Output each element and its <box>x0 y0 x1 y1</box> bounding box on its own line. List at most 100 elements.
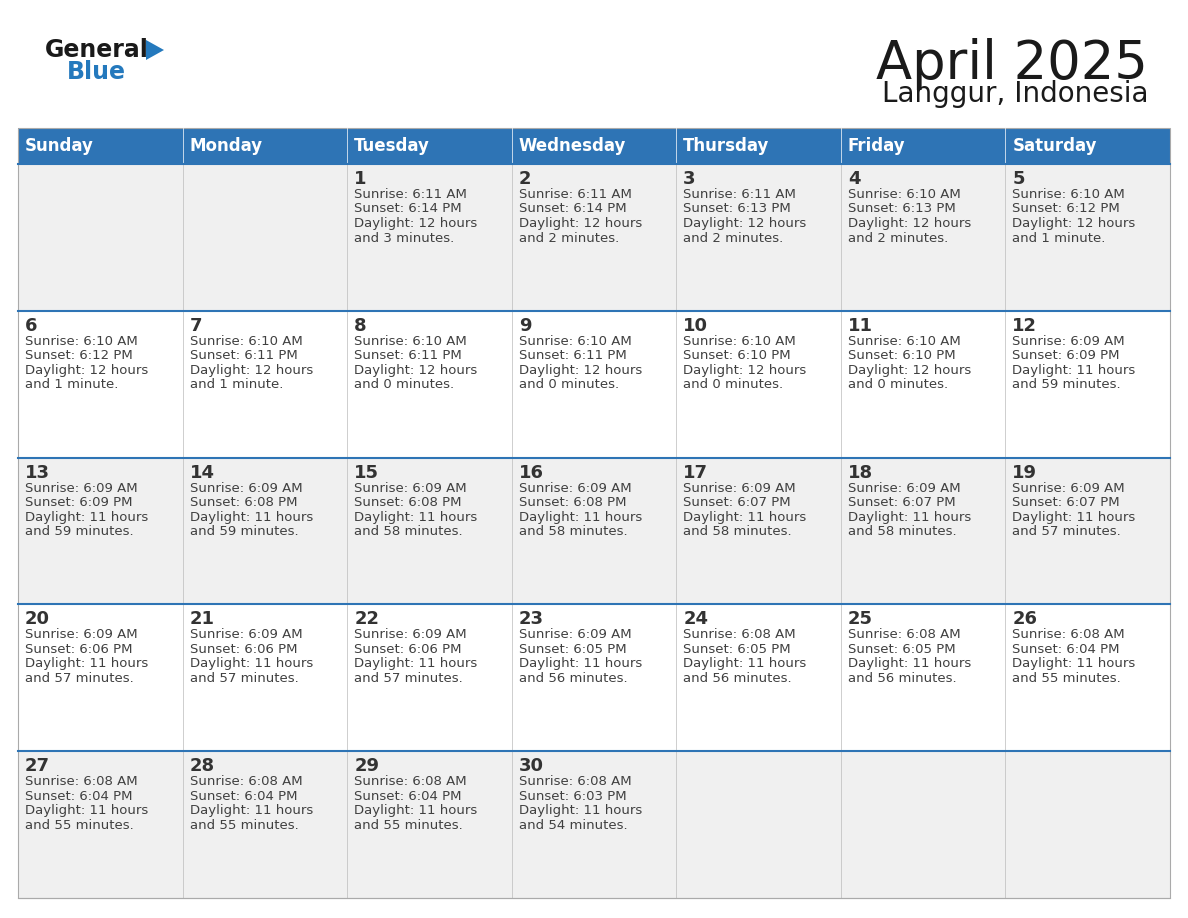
Text: Sunrise: 6:10 AM: Sunrise: 6:10 AM <box>519 335 632 348</box>
Text: Sunrise: 6:11 AM: Sunrise: 6:11 AM <box>354 188 467 201</box>
Text: and 55 minutes.: and 55 minutes. <box>1012 672 1121 685</box>
Text: Sunset: 6:11 PM: Sunset: 6:11 PM <box>190 350 297 363</box>
Text: and 2 minutes.: and 2 minutes. <box>519 231 619 244</box>
Text: Sunrise: 6:08 AM: Sunrise: 6:08 AM <box>354 775 467 789</box>
Bar <box>512 604 676 751</box>
Text: Sunset: 6:12 PM: Sunset: 6:12 PM <box>25 350 133 363</box>
Text: Monday: Monday <box>190 137 263 155</box>
Bar <box>347 751 512 898</box>
Text: Sunrise: 6:09 AM: Sunrise: 6:09 AM <box>519 482 631 495</box>
Bar <box>1005 164 1170 311</box>
Text: Daylight: 11 hours: Daylight: 11 hours <box>354 657 478 670</box>
Bar <box>183 311 347 457</box>
Text: Sunset: 6:13 PM: Sunset: 6:13 PM <box>683 203 791 216</box>
Text: Sunrise: 6:09 AM: Sunrise: 6:09 AM <box>25 629 138 642</box>
Text: Sunset: 6:04 PM: Sunset: 6:04 PM <box>25 789 133 802</box>
Text: 17: 17 <box>683 464 708 482</box>
Text: 21: 21 <box>190 610 215 629</box>
Text: Langgur, Indonesia: Langgur, Indonesia <box>881 80 1148 108</box>
Text: Sunset: 6:12 PM: Sunset: 6:12 PM <box>1012 203 1120 216</box>
Text: and 57 minutes.: and 57 minutes. <box>190 672 298 685</box>
Text: and 2 minutes.: and 2 minutes. <box>683 231 784 244</box>
Bar <box>347 457 512 604</box>
Text: 27: 27 <box>25 757 50 775</box>
Text: Daylight: 12 hours: Daylight: 12 hours <box>519 217 642 230</box>
Text: 9: 9 <box>519 317 531 335</box>
Text: Sunrise: 6:09 AM: Sunrise: 6:09 AM <box>354 482 467 495</box>
Text: and 2 minutes.: and 2 minutes. <box>848 231 948 244</box>
Bar <box>18 164 183 311</box>
Text: Sunrise: 6:10 AM: Sunrise: 6:10 AM <box>1012 188 1125 201</box>
Text: Daylight: 11 hours: Daylight: 11 hours <box>848 657 971 670</box>
Bar <box>676 128 841 164</box>
Polygon shape <box>146 40 164 60</box>
Text: Sunset: 6:06 PM: Sunset: 6:06 PM <box>190 643 297 655</box>
Text: Sunset: 6:06 PM: Sunset: 6:06 PM <box>25 643 133 655</box>
Text: Friday: Friday <box>848 137 905 155</box>
Bar <box>841 751 1005 898</box>
Bar <box>841 311 1005 457</box>
Bar <box>1005 604 1170 751</box>
Text: Sunrise: 6:11 AM: Sunrise: 6:11 AM <box>683 188 796 201</box>
Text: Sunset: 6:10 PM: Sunset: 6:10 PM <box>848 350 955 363</box>
Bar <box>676 311 841 457</box>
Bar <box>183 128 347 164</box>
Bar <box>347 311 512 457</box>
Text: 24: 24 <box>683 610 708 629</box>
Text: Sunset: 6:07 PM: Sunset: 6:07 PM <box>848 496 955 509</box>
Bar <box>676 604 841 751</box>
Bar <box>18 128 183 164</box>
Text: Sunset: 6:05 PM: Sunset: 6:05 PM <box>848 643 955 655</box>
Text: 2: 2 <box>519 170 531 188</box>
Text: 7: 7 <box>190 317 202 335</box>
Text: Sunrise: 6:10 AM: Sunrise: 6:10 AM <box>848 335 961 348</box>
Text: Sunrise: 6:09 AM: Sunrise: 6:09 AM <box>1012 482 1125 495</box>
Text: Daylight: 12 hours: Daylight: 12 hours <box>848 217 971 230</box>
Text: Daylight: 11 hours: Daylight: 11 hours <box>190 804 312 817</box>
Text: 19: 19 <box>1012 464 1037 482</box>
Text: and 1 minute.: and 1 minute. <box>1012 231 1106 244</box>
Text: April 2025: April 2025 <box>876 38 1148 90</box>
Text: Sunrise: 6:08 AM: Sunrise: 6:08 AM <box>25 775 138 789</box>
Bar <box>183 604 347 751</box>
Text: Sunset: 6:11 PM: Sunset: 6:11 PM <box>354 350 462 363</box>
Text: Daylight: 11 hours: Daylight: 11 hours <box>683 657 807 670</box>
Text: and 56 minutes.: and 56 minutes. <box>848 672 956 685</box>
Bar <box>512 128 676 164</box>
Bar <box>347 604 512 751</box>
Text: 22: 22 <box>354 610 379 629</box>
Text: Sunset: 6:06 PM: Sunset: 6:06 PM <box>354 643 462 655</box>
Text: and 57 minutes.: and 57 minutes. <box>1012 525 1121 538</box>
Text: and 1 minute.: and 1 minute. <box>190 378 283 391</box>
Text: 10: 10 <box>683 317 708 335</box>
Bar <box>18 128 1170 898</box>
Text: 14: 14 <box>190 464 215 482</box>
Text: 18: 18 <box>848 464 873 482</box>
Text: Sunrise: 6:08 AM: Sunrise: 6:08 AM <box>683 629 796 642</box>
Text: Sunset: 6:08 PM: Sunset: 6:08 PM <box>190 496 297 509</box>
Text: Sunrise: 6:10 AM: Sunrise: 6:10 AM <box>354 335 467 348</box>
Text: 13: 13 <box>25 464 50 482</box>
Text: Sunrise: 6:11 AM: Sunrise: 6:11 AM <box>519 188 632 201</box>
Text: 23: 23 <box>519 610 544 629</box>
Text: Sunrise: 6:10 AM: Sunrise: 6:10 AM <box>190 335 302 348</box>
Text: Sunrise: 6:08 AM: Sunrise: 6:08 AM <box>519 775 631 789</box>
Text: and 55 minutes.: and 55 minutes. <box>354 819 463 832</box>
Text: Sunset: 6:08 PM: Sunset: 6:08 PM <box>354 496 462 509</box>
Bar <box>512 751 676 898</box>
Text: 15: 15 <box>354 464 379 482</box>
Bar <box>18 751 183 898</box>
Text: Daylight: 11 hours: Daylight: 11 hours <box>683 510 807 523</box>
Text: Daylight: 11 hours: Daylight: 11 hours <box>519 657 642 670</box>
Text: Sunrise: 6:09 AM: Sunrise: 6:09 AM <box>190 482 302 495</box>
Text: and 0 minutes.: and 0 minutes. <box>683 378 783 391</box>
Bar <box>183 457 347 604</box>
Text: Daylight: 11 hours: Daylight: 11 hours <box>25 804 148 817</box>
Text: Daylight: 12 hours: Daylight: 12 hours <box>25 364 148 376</box>
Text: Daylight: 11 hours: Daylight: 11 hours <box>1012 510 1136 523</box>
Bar <box>512 311 676 457</box>
Bar <box>183 751 347 898</box>
Text: Sunrise: 6:09 AM: Sunrise: 6:09 AM <box>190 629 302 642</box>
Bar <box>512 164 676 311</box>
Text: Sunset: 6:07 PM: Sunset: 6:07 PM <box>1012 496 1120 509</box>
